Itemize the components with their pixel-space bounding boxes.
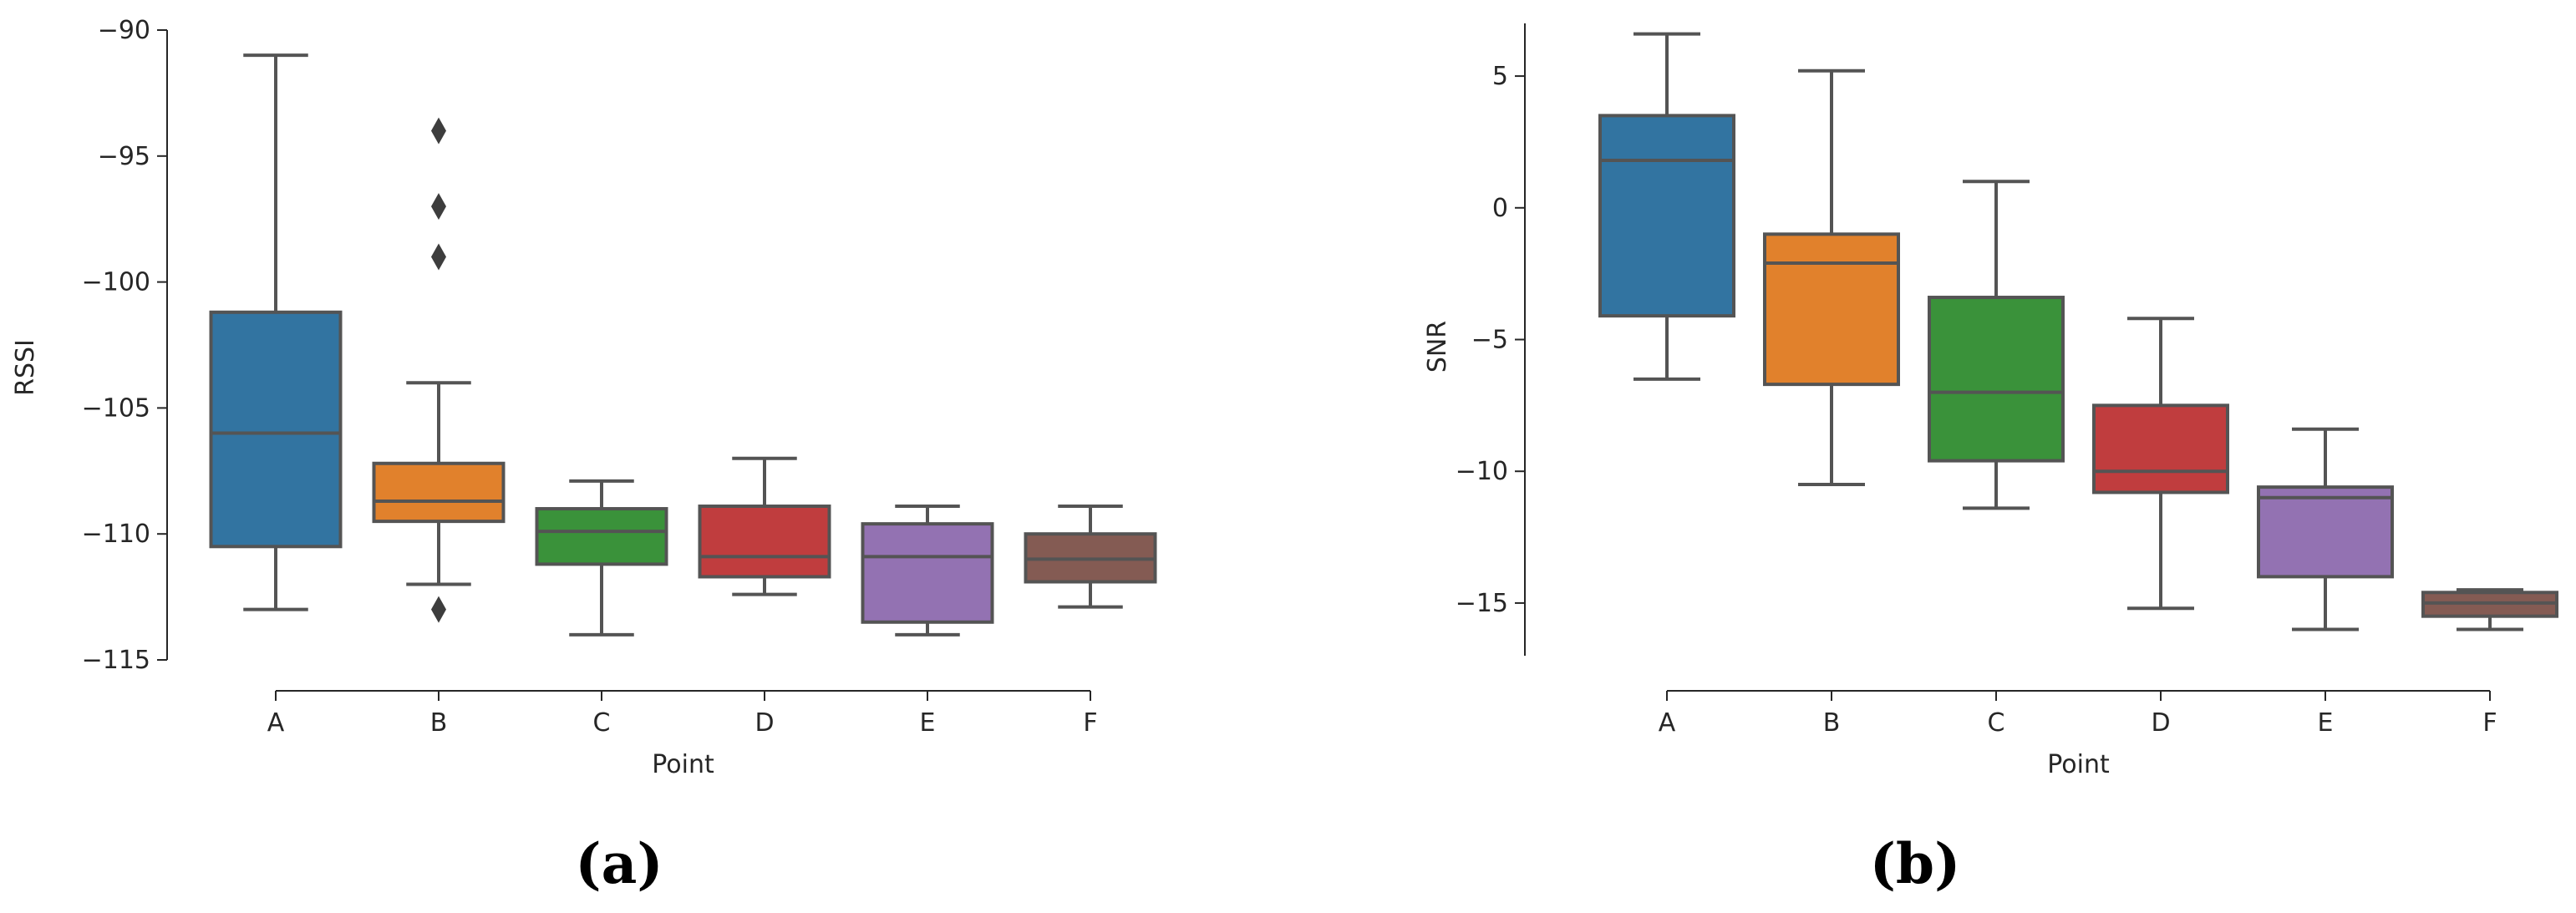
y-axis-label: RSSI <box>11 339 40 396</box>
box-iqr <box>2092 403 2229 495</box>
x-tick-label-b: B <box>430 708 448 738</box>
box-iqr <box>1598 114 1735 318</box>
box-iqr <box>1928 296 2065 463</box>
y-tick-label: −10 <box>1456 457 1508 486</box>
x-axis-label: Point <box>652 750 714 779</box>
x-tick-label-c: C <box>593 708 611 738</box>
box-c <box>1928 180 2065 510</box>
y-tick-label: −90 <box>98 16 150 45</box>
x-tick-label-e: E <box>2318 708 2334 738</box>
box-b <box>372 117 506 623</box>
x-tick-label-d: D <box>755 708 774 738</box>
y-tick-label: −15 <box>1456 589 1508 618</box>
y-tick-label: −95 <box>98 142 150 171</box>
y-tick-label: −110 <box>82 520 150 549</box>
x-tick-label-a: A <box>1659 708 1676 738</box>
caption-b: (b) <box>1870 831 1961 896</box>
x-tick-label-a: A <box>267 708 285 738</box>
x-tick-label-e: E <box>920 708 936 738</box>
box-c <box>535 479 668 637</box>
box-b <box>1763 68 1900 486</box>
box-iqr <box>861 522 994 624</box>
box-iqr <box>1763 232 1900 387</box>
box-e <box>861 505 994 637</box>
outlier-point <box>431 596 446 623</box>
x-tick-label-c: C <box>1988 708 2005 738</box>
box-f <box>1024 505 1157 609</box>
box-d <box>2092 317 2229 611</box>
box-e <box>2257 427 2394 631</box>
x-tick-label-f: F <box>1083 708 1097 738</box>
x-tick-label-b: B <box>1823 708 1841 738</box>
y-tick-label: 0 <box>1492 194 1508 223</box>
box-d <box>698 456 831 596</box>
box-f <box>2421 588 2558 631</box>
box-iqr <box>698 505 831 579</box>
chart-panel-a: −90 −95 −100 −105 −110 −115 A B C D E F Point RSSI <box>11 16 1157 779</box>
y-tick-label: −100 <box>82 268 150 297</box>
y-tick-label: −5 <box>1471 326 1508 355</box>
box-a <box>1598 32 1735 381</box>
box-iqr <box>2257 485 2394 579</box>
outlier-point <box>431 193 446 221</box>
outlier-point <box>431 243 446 271</box>
box-iqr <box>372 461 506 524</box>
box-iqr <box>535 507 668 566</box>
y-tick-label: 5 <box>1492 62 1508 91</box>
x-tick-label-d: D <box>2151 708 2170 738</box>
outlier-point <box>431 117 446 145</box>
x-axis-label: Point <box>2047 750 2110 779</box>
y-axis-label: SNR <box>1423 321 1452 373</box>
y-tick-label: −115 <box>82 646 150 675</box>
x-tick-label-f: F <box>2482 708 2497 738</box>
chart-panel-b: 5 0 −5 −10 −15 A B C D E F Point SNR <box>1423 23 2558 779</box>
caption-a: (a) <box>575 831 663 896</box>
box-iqr <box>209 310 343 549</box>
box-a <box>209 53 343 611</box>
y-tick-label: −105 <box>82 393 150 423</box>
